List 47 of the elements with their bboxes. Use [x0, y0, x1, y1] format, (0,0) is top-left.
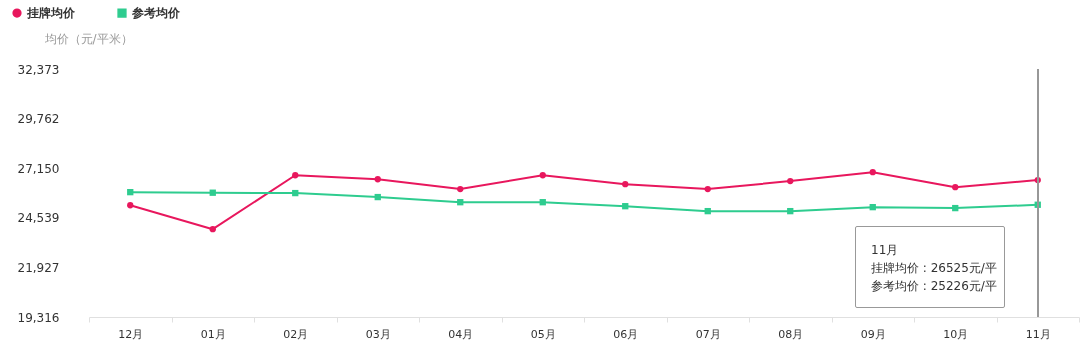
point — [209, 226, 216, 233]
x-tick-label: 08月 — [778, 327, 804, 341]
point — [292, 172, 299, 179]
x-tick-label: 01月 — [200, 327, 226, 341]
x-tick-label: 03月 — [365, 327, 391, 341]
point — [622, 181, 629, 188]
x-tick-label: 07月 — [695, 327, 721, 341]
point — [787, 207, 794, 215]
point — [787, 177, 794, 185]
x-tick-label: 09月 — [860, 327, 886, 341]
point — [457, 185, 464, 193]
tooltip-panel: 11月 挂牌均价 : 26525元/平 参考均价 : 25226元/平 — [855, 226, 1005, 308]
point — [704, 185, 711, 193]
y-tick-label: 29,762 — [17, 112, 60, 127]
point — [704, 207, 711, 215]
legend-label: 挂牌均价 — [26, 6, 76, 21]
x-tick-label: 04月 — [448, 327, 474, 341]
legend-label: 参考均价 — [131, 6, 181, 21]
point — [292, 189, 299, 197]
point — [539, 172, 546, 179]
x-tick-label: 02月 — [283, 327, 309, 341]
annotation: 挂牌均价 : 26525元/平 — [871, 260, 998, 277]
x-tick-label: 05月 — [530, 327, 556, 341]
y-tick-label: 32,373 — [17, 62, 60, 77]
x-tick-label: 12月 — [118, 327, 144, 341]
point — [622, 203, 629, 210]
point — [374, 176, 381, 183]
x-tick-label: 06月 — [613, 327, 639, 341]
y-tick-label: 24,539 — [17, 211, 60, 226]
x-tick-label: 11月 — [1025, 327, 1051, 341]
point — [209, 189, 216, 196]
y-tick-label: 27,150 — [17, 161, 60, 176]
point — [127, 202, 134, 209]
y-axis-title: 均价（元/平米） — [43, 31, 133, 46]
y-tick-label: 21,927 — [17, 260, 60, 275]
point — [952, 204, 959, 212]
annotation: 11月 — [871, 242, 900, 259]
x-tick-label: 10月 — [943, 327, 969, 341]
point — [374, 193, 381, 201]
y-tick-label: 19,316 — [17, 310, 60, 325]
point — [127, 188, 134, 196]
point — [869, 203, 876, 211]
point — [457, 199, 464, 206]
point — [952, 184, 959, 191]
point — [539, 199, 546, 206]
annotation: 参考均价 : 25226元/平 — [871, 278, 998, 295]
point — [869, 169, 876, 176]
